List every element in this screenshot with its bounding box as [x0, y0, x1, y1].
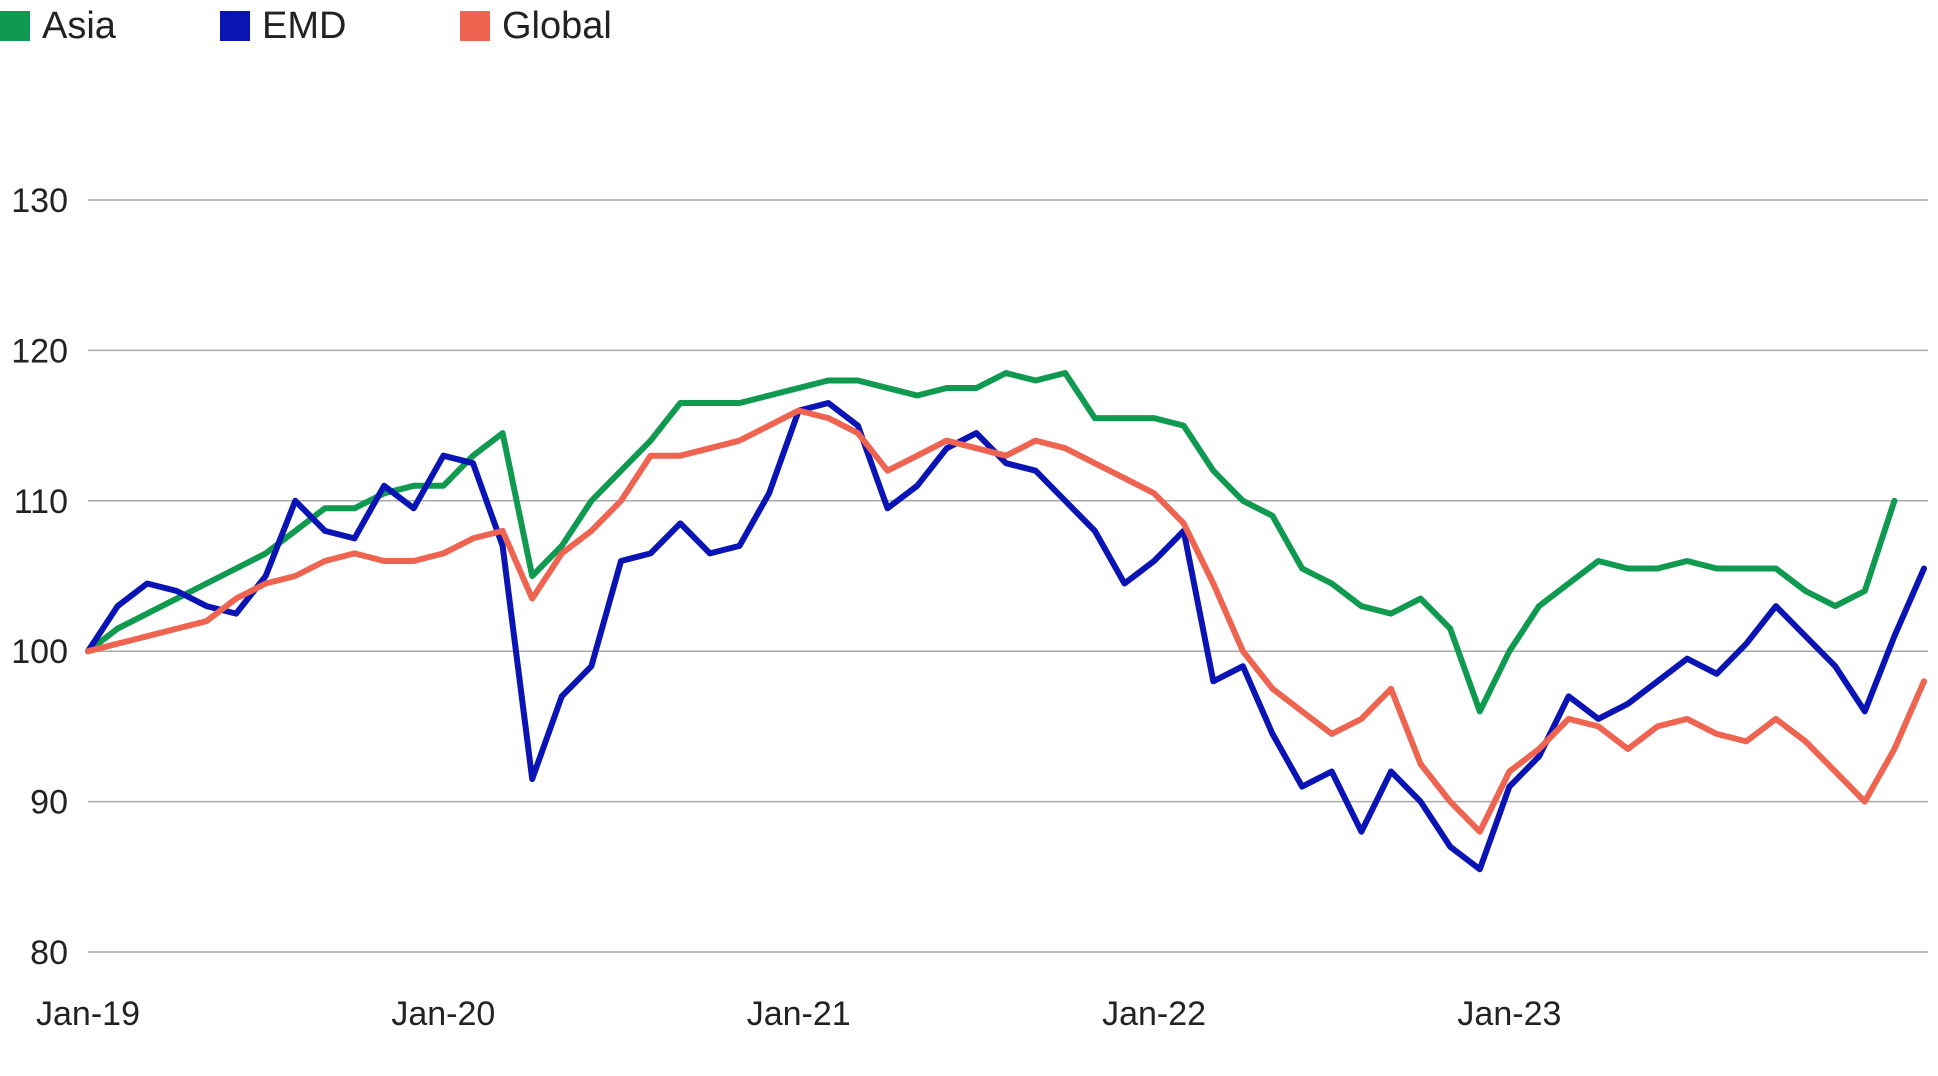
y-tick-label: 110: [14, 483, 68, 521]
y-tick-label: 90: [30, 784, 68, 822]
legend-label: EMD: [262, 4, 347, 47]
legend-item-asia: Asia: [0, 0, 116, 52]
grid-lines: [88, 199, 1928, 953]
legend-item-emd: EMD: [220, 0, 346, 52]
x-tick-label: Jan-21: [747, 995, 851, 1033]
y-tick-label: 100: [11, 633, 68, 671]
y-tick-label: 80: [30, 934, 68, 972]
legend-swatch: [220, 11, 250, 41]
legend-label: Global: [502, 4, 612, 47]
series-line-emd: [85, 400, 1927, 873]
x-axis-ticks: Jan-19 Jan-20 Jan-21 Jan-22 Jan-23: [36, 995, 1561, 1033]
legend-label: Asia: [42, 4, 116, 47]
series-line-asia: [85, 370, 1898, 715]
x-tick-label: Jan-20: [391, 995, 495, 1033]
y-tick-label: 130: [11, 182, 68, 220]
x-tick-label: Jan-22: [1102, 995, 1206, 1033]
series-layer: [85, 370, 1927, 873]
x-tick-label: Jan-19: [36, 995, 140, 1033]
series-line-global: [85, 407, 1927, 835]
x-tick-label: Jan-23: [1457, 995, 1561, 1033]
legend-swatch: [0, 11, 30, 41]
y-axis-ticks: 80 90 100 110 120 130: [11, 182, 68, 972]
y-tick-label: 120: [11, 332, 68, 370]
legend-item-global: Global: [460, 0, 612, 52]
legend-swatch: [460, 11, 490, 41]
